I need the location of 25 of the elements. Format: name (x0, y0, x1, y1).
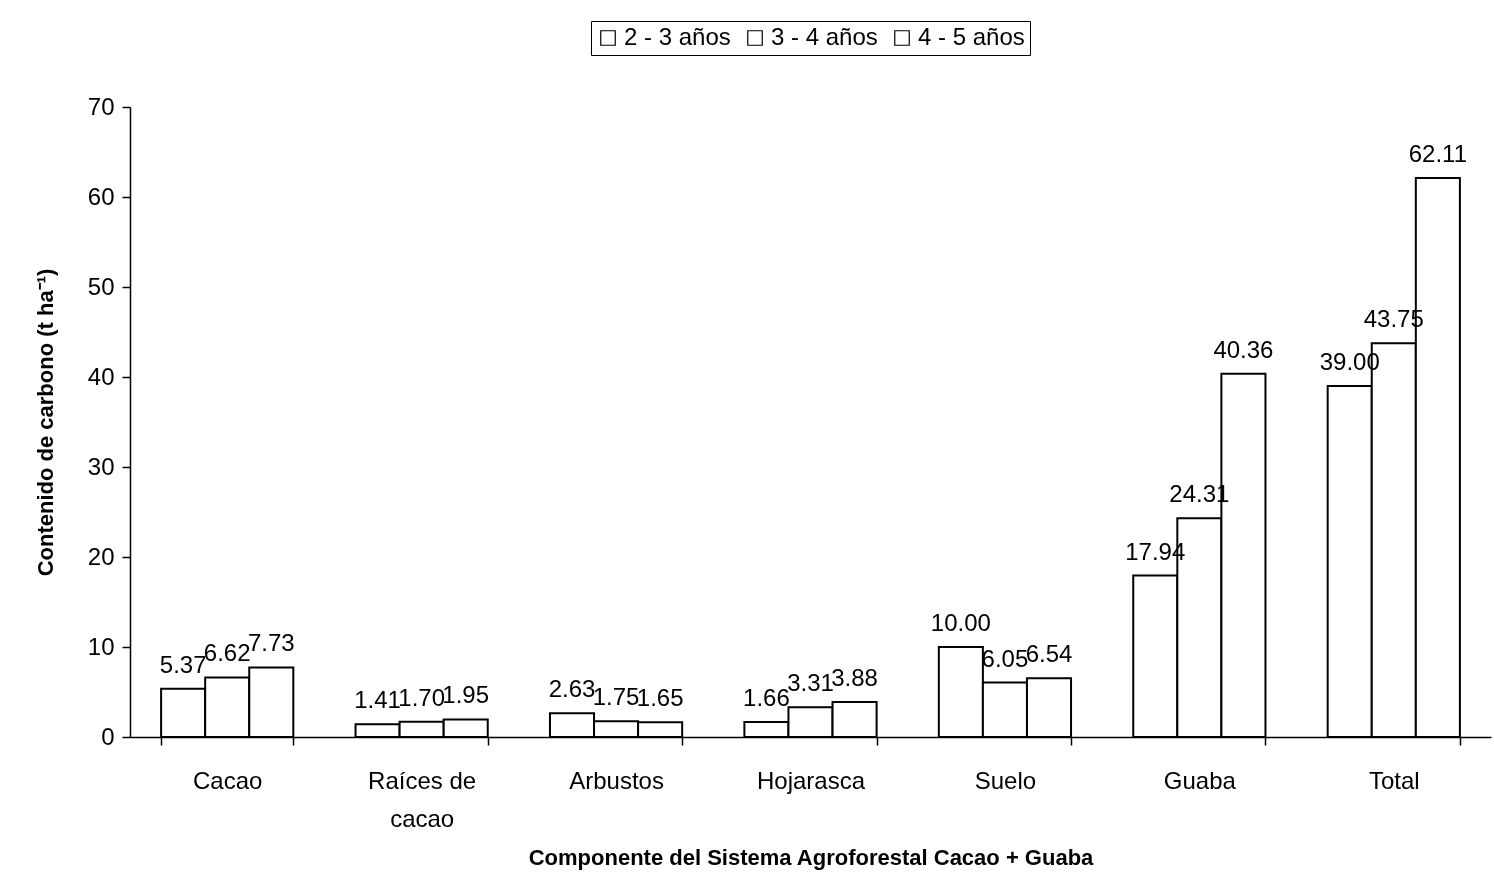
data-label: 2.63 (548, 675, 596, 703)
y-tick-label: 20 (87, 542, 115, 570)
data-label: 40.36 (1213, 335, 1274, 363)
data-label: 10.00 (930, 609, 991, 636)
legend-label: 2 - 3 años (624, 23, 731, 50)
legend-label: 4 - 5 años (918, 23, 1025, 50)
x-tick-label: Raíces de cacao (368, 766, 477, 832)
y-tick-label: 60 (87, 182, 115, 210)
y-tick-label: 10 (87, 632, 115, 660)
x-tick-label: Suelo (974, 766, 1037, 794)
y-tick-label: 50 (87, 272, 115, 300)
y-tick-label: 30 (87, 452, 115, 480)
x-tick-label: Cacao (193, 766, 263, 794)
x-tick-label: Guaba (1163, 766, 1237, 794)
x-tick-label: Hojarasca (756, 766, 866, 794)
x-tick-label: Total (1368, 766, 1420, 794)
legend-label: 3 - 4 años (771, 23, 878, 50)
data-label: 1.41 (354, 686, 401, 714)
x-tick-label: Arbustos (569, 766, 664, 794)
y-axis-title: Contenido de carbono (t ha⁻¹) (32, 268, 58, 577)
y-tick-label: 0 (101, 722, 115, 750)
y-tick-label: 40 (87, 362, 115, 390)
data-label: 62.11 (1408, 140, 1467, 168)
y-tick-label: 70 (87, 92, 115, 120)
x-axis-title: Componente del Sistema Agroforestal Cacao + Guaba (528, 844, 1095, 870)
